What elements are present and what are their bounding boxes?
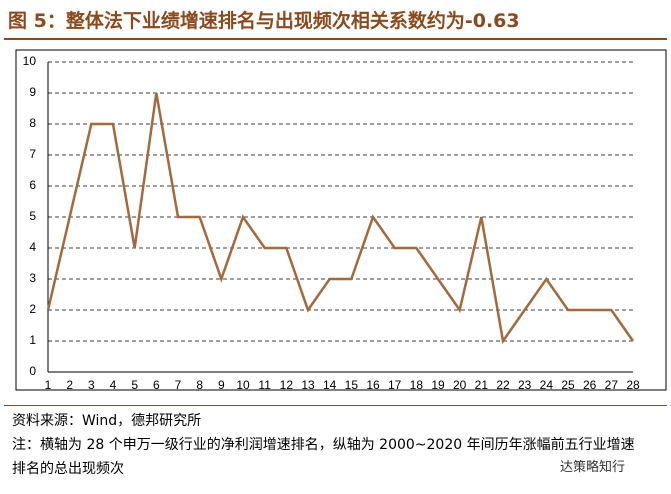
x-tick-label: 27 (605, 378, 619, 392)
x-tick-label: 18 (410, 378, 424, 392)
y-tick-label: 6 (29, 178, 36, 192)
x-tick-label: 24 (540, 378, 554, 392)
note: 注：横轴为 28 个申万一级行业的净利润增速排名，纵轴为 2000~2020 年… (12, 437, 635, 477)
x-tick-label: 9 (218, 378, 225, 392)
x-tick-label: 15 (345, 378, 359, 392)
x-tick-label: 28 (626, 378, 640, 392)
x-tick-label: 7 (175, 378, 182, 392)
x-tick-label: 14 (323, 378, 337, 392)
y-tick-label: 5 (29, 209, 36, 223)
y-tick-label: 1 (29, 333, 36, 347)
plot-frame (15, 49, 667, 391)
x-tick-label: 19 (431, 378, 445, 392)
brand: 达策略知行 (560, 460, 626, 475)
x-tick-label: 1 (45, 378, 52, 392)
x-tick-label: 2 (66, 378, 73, 392)
x-tick-label: 22 (496, 378, 510, 392)
footer-rule (4, 405, 667, 406)
y-tick-label: 3 (29, 271, 36, 285)
x-tick-label: 3 (88, 378, 95, 392)
line (46, 92, 635, 345)
x-tick-label: 12 (280, 378, 294, 392)
x-tick-label: 25 (561, 378, 575, 392)
x-tick-label: 17 (388, 378, 402, 392)
x-tick-label: 20 (453, 378, 467, 392)
y-tick-label: 4 (29, 240, 36, 254)
y-tick-label: 8 (29, 116, 36, 130)
x-tick-label: 16 (366, 378, 380, 392)
y-tick-label: 2 (29, 302, 36, 316)
x-tick-label: 11 (258, 378, 271, 392)
x-tick-label: 4 (110, 378, 117, 392)
y-tick-label: 9 (29, 85, 36, 99)
x-tick-label: 8 (196, 378, 203, 392)
x-tick-label: 26 (583, 378, 597, 392)
x-tick-label: 21 (475, 378, 489, 392)
x-tick-label: 5 (131, 378, 138, 392)
y-tick-label: 0 (29, 364, 36, 378)
y-tick-label: 10 (23, 54, 37, 68)
x-tick-label: 10 (236, 378, 250, 392)
source: 资料来源：Wind，德邦研究所 (12, 413, 202, 429)
x-tick-label: 23 (518, 378, 532, 392)
title-rule (4, 38, 667, 40)
x-tick-label: 6 (153, 378, 160, 392)
chart-title: 图 5：整体法下业绩增速排名与出现频次相关系数约为-0.63 (8, 10, 520, 32)
y-tick-label: 7 (29, 147, 36, 161)
x-tick-label: 13 (301, 378, 315, 392)
